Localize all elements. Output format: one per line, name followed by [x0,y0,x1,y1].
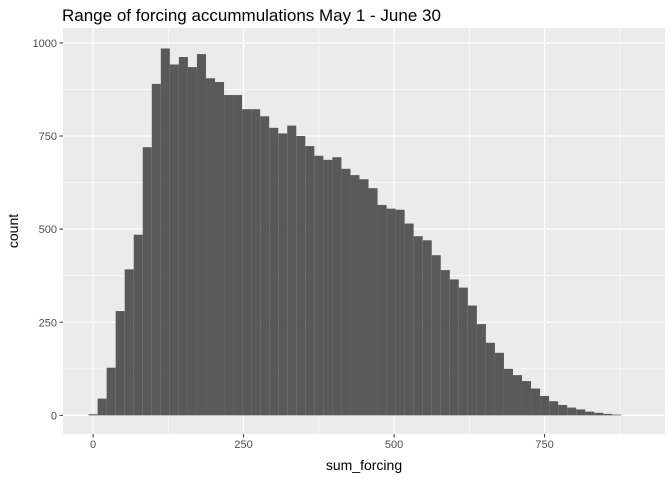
histogram-bar [314,155,324,416]
histogram-bar [133,234,143,416]
histogram-bar [449,279,459,416]
y-tick-label: 1000 [33,38,57,50]
histogram-bar [233,95,243,416]
y-axis-title: count [5,214,21,248]
histogram-bar [115,311,125,416]
histogram-bar [395,209,405,416]
histogram-bar [440,270,450,416]
histogram-bar [503,368,513,416]
y-tick-label: 0 [51,410,57,422]
histogram-bar [558,404,568,416]
histogram-bar [612,414,622,416]
y-tick-label: 500 [39,224,57,236]
histogram-bar [549,401,559,416]
histogram-bar [287,125,297,416]
histogram-bar [404,223,414,416]
x-axis: 0 250 500 750 [90,434,554,451]
histogram-bar [205,78,216,416]
histogram-bar [260,116,270,416]
x-tick-label: 750 [535,439,553,451]
histogram-bar [386,208,396,416]
histogram-bar [413,236,423,416]
histogram-bar [215,82,225,416]
histogram-bar [585,411,595,416]
x-axis-title: sum_forcing [326,457,402,473]
histogram-bar [323,159,333,416]
x-tick-label: 250 [234,439,252,451]
histogram-bar [359,179,369,416]
histogram-bar [350,175,360,416]
histogram-bars [88,48,622,416]
histogram-bar [224,95,234,416]
histogram-bar [169,64,179,416]
histogram-bar [485,342,495,416]
histogram-bar [151,83,161,416]
y-tick-label: 250 [39,317,57,329]
histogram-bar [422,240,432,416]
histogram-bar [160,48,170,416]
histogram-bar [106,367,116,416]
histogram-bar [567,407,577,416]
histogram-bar [594,412,604,416]
histogram-bar [377,204,387,416]
y-axis: 0 250 500 750 1000 [33,38,63,422]
histogram-bar [476,324,486,416]
histogram-bar [142,147,152,416]
chart-title: Range of forcing accummulations May 1 - … [62,6,441,25]
histogram-bar [368,188,378,416]
x-tick-label: 0 [90,439,96,451]
histogram-bar [512,375,523,416]
histogram-bar [341,168,351,416]
histogram-bar [576,409,586,416]
histogram-bar [467,305,477,416]
histogram-bar [178,57,188,416]
histogram-bar [242,109,252,416]
histogram-bar [88,414,98,416]
histogram-bar [522,381,532,416]
histogram-bar [269,127,279,416]
histogram-bar [431,255,441,416]
histogram-bar [494,352,504,416]
histogram-bar [124,269,134,416]
histogram-bar [187,67,197,416]
histogram-bar [196,54,206,416]
x-tick-label: 500 [385,439,403,451]
histogram-bar [603,413,613,416]
histogram-bar [458,287,468,416]
histogram-bar [97,398,107,416]
histogram-bar [296,136,306,416]
histogram-bar [278,133,288,416]
histogram-bar [332,157,342,416]
histogram-bar [540,396,550,416]
histogram-bar [531,388,541,416]
histogram-bar [305,146,315,416]
histogram-bar [251,109,261,416]
y-tick-label: 750 [39,131,57,143]
